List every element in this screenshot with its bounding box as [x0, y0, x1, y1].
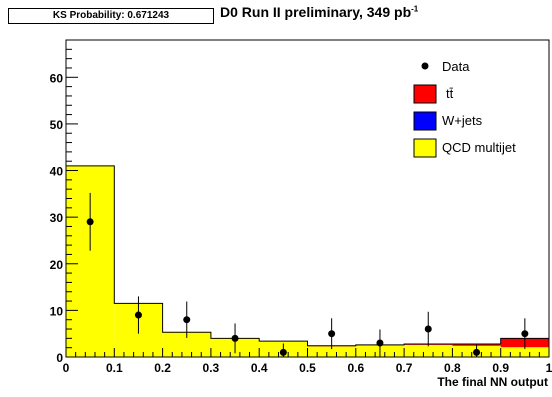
- y-tick-label: 20: [50, 258, 64, 272]
- x-tick-label: 0.5: [299, 361, 316, 375]
- data-point: [376, 339, 384, 347]
- legend-swatch: [413, 111, 437, 131]
- chart-title-superscript: -1: [411, 4, 419, 14]
- x-tick-label: 0.9: [492, 361, 509, 375]
- x-tick-label: 0.7: [396, 361, 413, 375]
- y-tick-label: 0: [56, 351, 63, 365]
- bar-qcd-bin-7: [404, 344, 453, 357]
- data-point: [231, 334, 239, 342]
- data-point: [134, 311, 142, 319]
- x-tick-label: 0.3: [203, 361, 220, 375]
- y-tick-label: 30: [50, 211, 64, 225]
- x-tick-label: 0.1: [106, 361, 123, 375]
- data-point: [424, 325, 432, 333]
- data-points: [86, 192, 529, 357]
- y-tick-label: 60: [50, 71, 64, 85]
- ks-probability-box: KS Probability: 0.671243: [8, 8, 214, 24]
- legend-label: tt̄: [446, 86, 454, 101]
- legend-swatch: [413, 138, 437, 158]
- data-point: [521, 330, 529, 338]
- data-point: [473, 348, 481, 356]
- data-point: [328, 330, 336, 338]
- chart-title: D0 Run II preliminary, 349 pb-1: [220, 4, 418, 20]
- legend-label: QCD multijet: [442, 140, 516, 155]
- x-tick-label: 0.6: [347, 361, 364, 375]
- legend-data-marker: [421, 62, 429, 70]
- x-tick-label: 0.4: [251, 361, 268, 375]
- bar-qcd-bin-5: [307, 346, 356, 357]
- legend-label: Data: [442, 59, 470, 74]
- data-point: [86, 218, 94, 226]
- data-point: [279, 348, 287, 356]
- axis-ticks: 0 0.1 0.2 0.3 0.4 0.5 0.6 0.7 0.8 0.9 101020304050…: [50, 39, 552, 375]
- ks-probability-label: KS Probability: 0.671243: [52, 10, 170, 21]
- legend-label: W+jets: [442, 113, 483, 128]
- x-tick-label: 1: [546, 361, 552, 375]
- x-tick-label: 0.8: [444, 361, 461, 375]
- stack-outline: [65, 165, 550, 357]
- x-axis-title: The final NN output: [437, 375, 548, 389]
- x-tick-label: 0.2: [154, 361, 171, 375]
- y-tick-label: 40: [50, 165, 64, 179]
- data-point: [183, 316, 191, 324]
- y-tick-label: 10: [50, 304, 64, 318]
- y-tick-label: 50: [50, 118, 64, 132]
- legend-swatch: [413, 84, 437, 104]
- bar-qcd-bin-9: [500, 347, 549, 357]
- chart-title-text: D0 Run II preliminary, 349 pb: [220, 4, 412, 20]
- legend: Data tt̄ W+jets QCD multijet: [413, 59, 516, 158]
- x-tick-label: 0: [63, 361, 70, 375]
